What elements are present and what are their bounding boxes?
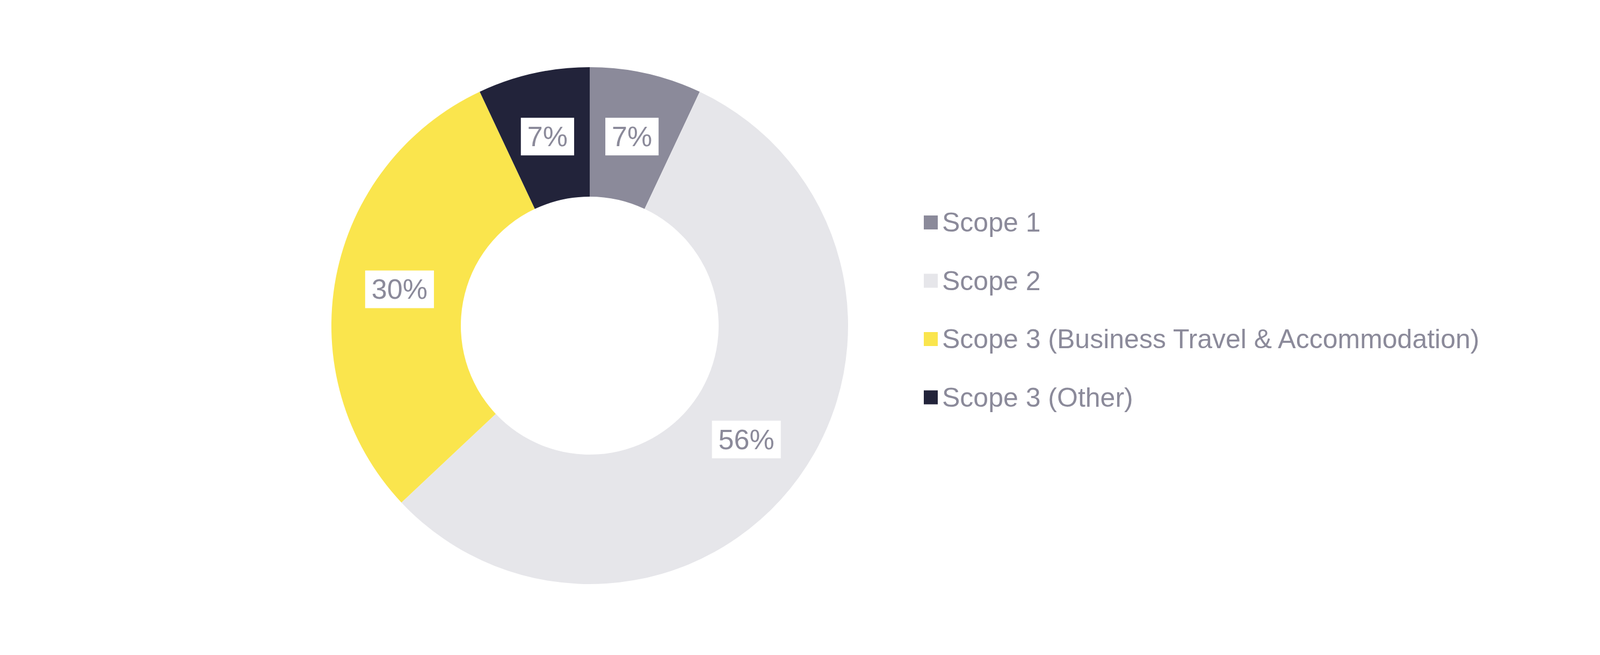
legend-swatch <box>923 215 938 230</box>
data-label: 56% <box>718 423 775 455</box>
data-label-group: 30% <box>365 270 434 308</box>
data-label: 30% <box>371 273 428 305</box>
donut <box>331 67 849 584</box>
slice <box>479 67 590 209</box>
legend-label: Scope 2 <box>942 265 1041 296</box>
data-label-box <box>520 117 575 156</box>
data-labels: 7% 56% 30% 7% <box>365 117 781 459</box>
data-label-group: 56% <box>712 420 781 459</box>
legend-swatch <box>923 273 938 288</box>
legend: Scope 1 Scope 2 Scope 3 (Business Travel &… <box>923 207 1480 413</box>
legend-label: Scope 3 (Business Travel & Accommodation… <box>942 323 1480 354</box>
legend-swatch <box>923 390 938 405</box>
legend-label: Scope 1 <box>942 207 1041 238</box>
data-label-box <box>712 420 781 459</box>
data-label-group: 7% <box>605 117 659 156</box>
data-label: 7% <box>611 120 653 152</box>
data-label: 7% <box>527 120 568 152</box>
data-label-box <box>365 270 434 308</box>
legend-label: Scope 3 (Other) <box>942 382 1134 413</box>
legend-swatch <box>923 331 938 346</box>
slice <box>331 91 535 503</box>
data-label-box <box>605 117 659 156</box>
chart: 7% 56% 30% 7% Scope 1 Scope 2 Scope 3 (Busines… <box>0 0 1600 655</box>
data-label-group: 7% <box>520 117 575 156</box>
